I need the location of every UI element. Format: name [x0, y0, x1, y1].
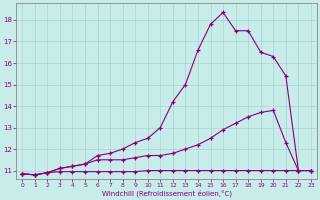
X-axis label: Windchill (Refroidissement éolien,°C): Windchill (Refroidissement éolien,°C): [101, 190, 232, 197]
